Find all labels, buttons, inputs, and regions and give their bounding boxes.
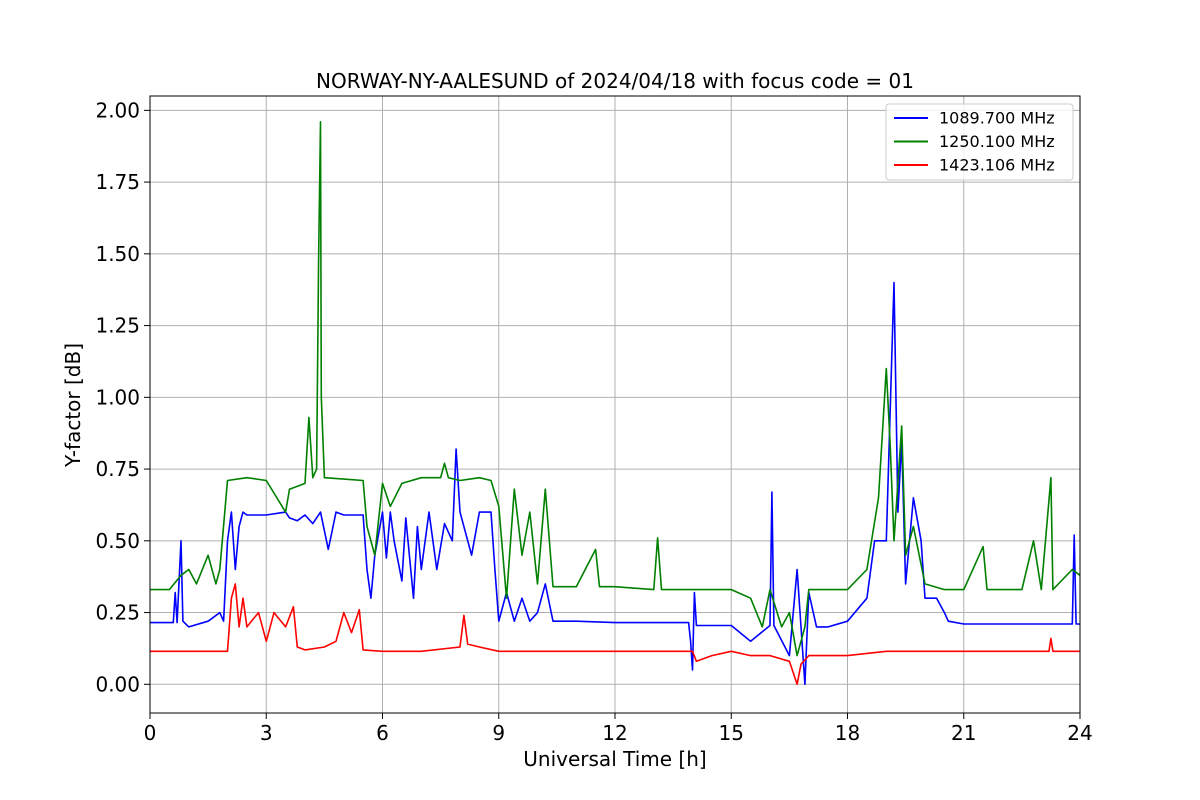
y-tick-label: 0.50 <box>95 529 140 553</box>
y-tick-label: 2.00 <box>95 98 140 122</box>
y-tick-label: 1.25 <box>95 314 140 338</box>
legend-box <box>885 103 1074 181</box>
x-axis: 0 3 6 9 12 15 18 21 24 <box>144 713 1093 745</box>
y-axis-label: Y-factor [dB] <box>61 343 85 468</box>
series-line-3 <box>150 583 1080 686</box>
y-axis: 0.00 0.25 0.50 0.75 1.00 1.25 1.50 1.75 2.00 <box>95 98 150 696</box>
x-tick-label: 6 <box>376 721 389 745</box>
y-tick-label: 0.25 <box>95 601 140 625</box>
x-tick-label: 12 <box>602 721 627 745</box>
x-tick-label: 9 <box>492 721 505 745</box>
y-tick-label: 1.75 <box>95 170 140 194</box>
series-line-1 <box>150 281 1080 686</box>
y-tick-label: 0.75 <box>95 457 140 481</box>
series-line-2 <box>150 121 1081 657</box>
x-tick-label: 18 <box>835 721 860 745</box>
legend: 1089.700 MHz 1250.100 MHz 1423.106 MHz <box>885 103 1074 181</box>
x-tick-label: 24 <box>1067 721 1092 745</box>
y-tick-label: 1.00 <box>95 385 140 409</box>
x-axis-label: Universal Time [h] <box>523 747 706 771</box>
legend-label: 1089.700 MHz <box>939 109 1055 128</box>
x-tick-label: 21 <box>951 721 976 745</box>
x-tick-label: 0 <box>144 721 157 745</box>
x-tick-label: 3 <box>260 721 273 745</box>
y-tick-label: 0.00 <box>95 672 140 696</box>
legend-label: 1250.100 MHz <box>939 132 1055 151</box>
legend-label: 1423.106 MHz <box>939 156 1055 175</box>
x-tick-label: 15 <box>719 721 744 745</box>
chart-title: NORWAY-NY-AALESUND of 2024/04/18 with fo… <box>316 69 914 93</box>
y-tick-label: 1.50 <box>95 242 140 266</box>
series-group <box>150 121 1081 686</box>
